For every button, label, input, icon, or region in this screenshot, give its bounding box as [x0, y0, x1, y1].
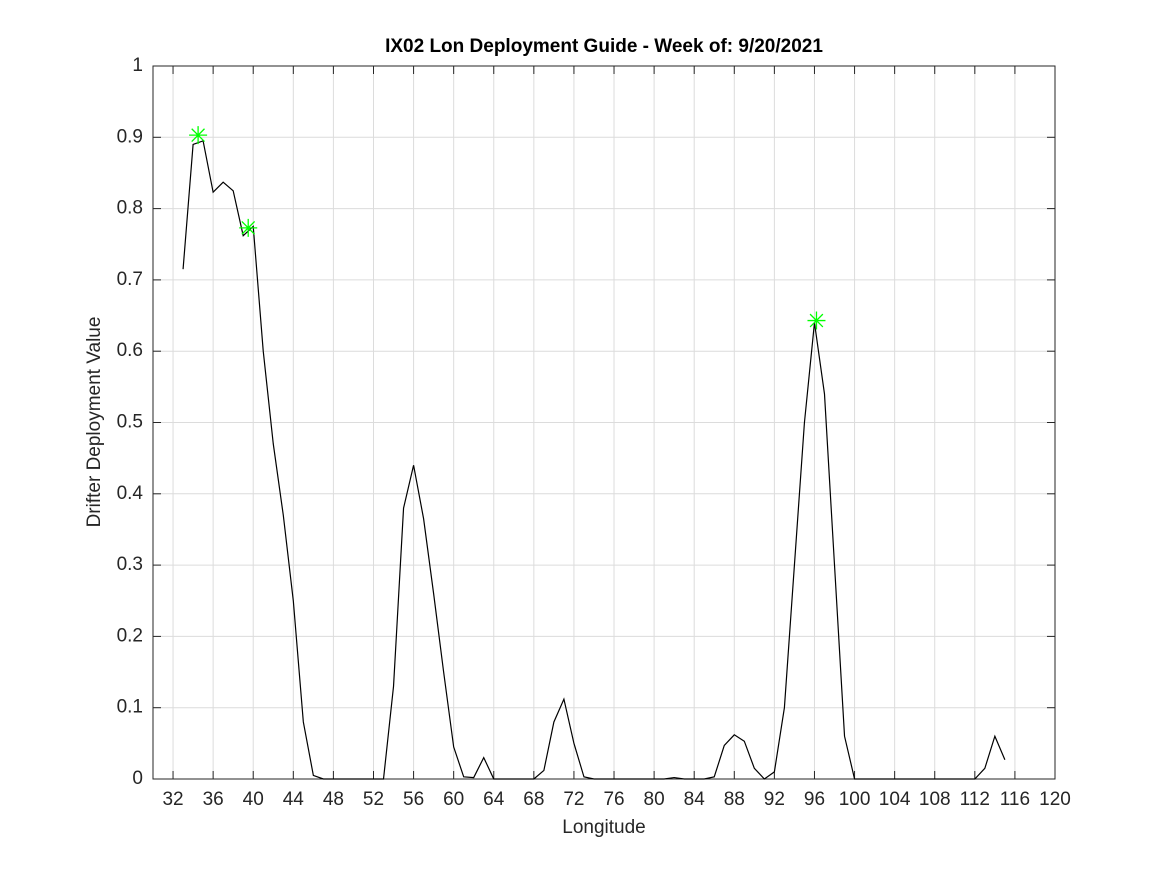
- data-line: [182, 140, 1006, 780]
- peak-marker: [807, 311, 826, 330]
- x-axis-label: Longitude: [562, 817, 645, 838]
- x-tick-label: 108: [919, 789, 951, 810]
- y-tick-label: 0.4: [117, 483, 144, 504]
- y-tick-label: 1: [132, 55, 143, 76]
- x-tick-label: 40: [243, 789, 264, 810]
- y-tick-label: 0.7: [117, 269, 143, 290]
- x-tick-label: 36: [203, 789, 224, 810]
- y-tick-label: 0.5: [117, 412, 143, 433]
- y-tick-label: 0.1: [117, 697, 143, 718]
- peak-marker: [189, 126, 208, 145]
- x-tick-label: 92: [764, 789, 785, 810]
- x-tick-label: 64: [483, 789, 505, 810]
- x-tick-label: 116: [1000, 789, 1030, 810]
- x-tick-label: 88: [724, 789, 745, 810]
- y-tick-label: 0.8: [117, 198, 143, 219]
- x-tick-label: 112: [960, 789, 990, 810]
- x-tick-label: 80: [644, 789, 665, 810]
- x-tick-label: 68: [523, 789, 544, 810]
- peak-marker: [239, 218, 258, 237]
- y-tick-label: 0.3: [117, 554, 143, 575]
- x-tick-label: 44: [283, 789, 305, 810]
- x-tick-label: 120: [1039, 789, 1071, 810]
- y-tick-label: 0.2: [117, 625, 143, 646]
- x-tick-label: 48: [323, 789, 344, 810]
- x-tick-label: 84: [684, 789, 706, 810]
- x-tick-label: 52: [363, 789, 384, 810]
- y-axis-label: Drifter Deployment Value: [84, 317, 105, 528]
- x-tick-label: 104: [879, 789, 911, 810]
- x-tick-label: 32: [162, 789, 183, 810]
- x-tick-label: 100: [839, 789, 871, 810]
- x-tick-label: 60: [443, 789, 464, 810]
- y-tick-label: 0: [132, 768, 143, 789]
- y-tick-label: 0.6: [117, 340, 143, 361]
- x-tick-label: 56: [403, 789, 424, 810]
- x-tick-label: 76: [603, 789, 624, 810]
- x-tick-label: 96: [804, 789, 825, 810]
- chart-title: IX02 Lon Deployment Guide - Week of: 9/2…: [385, 36, 823, 57]
- x-tick-label: 72: [563, 789, 584, 810]
- y-tick-label: 0.9: [117, 126, 143, 147]
